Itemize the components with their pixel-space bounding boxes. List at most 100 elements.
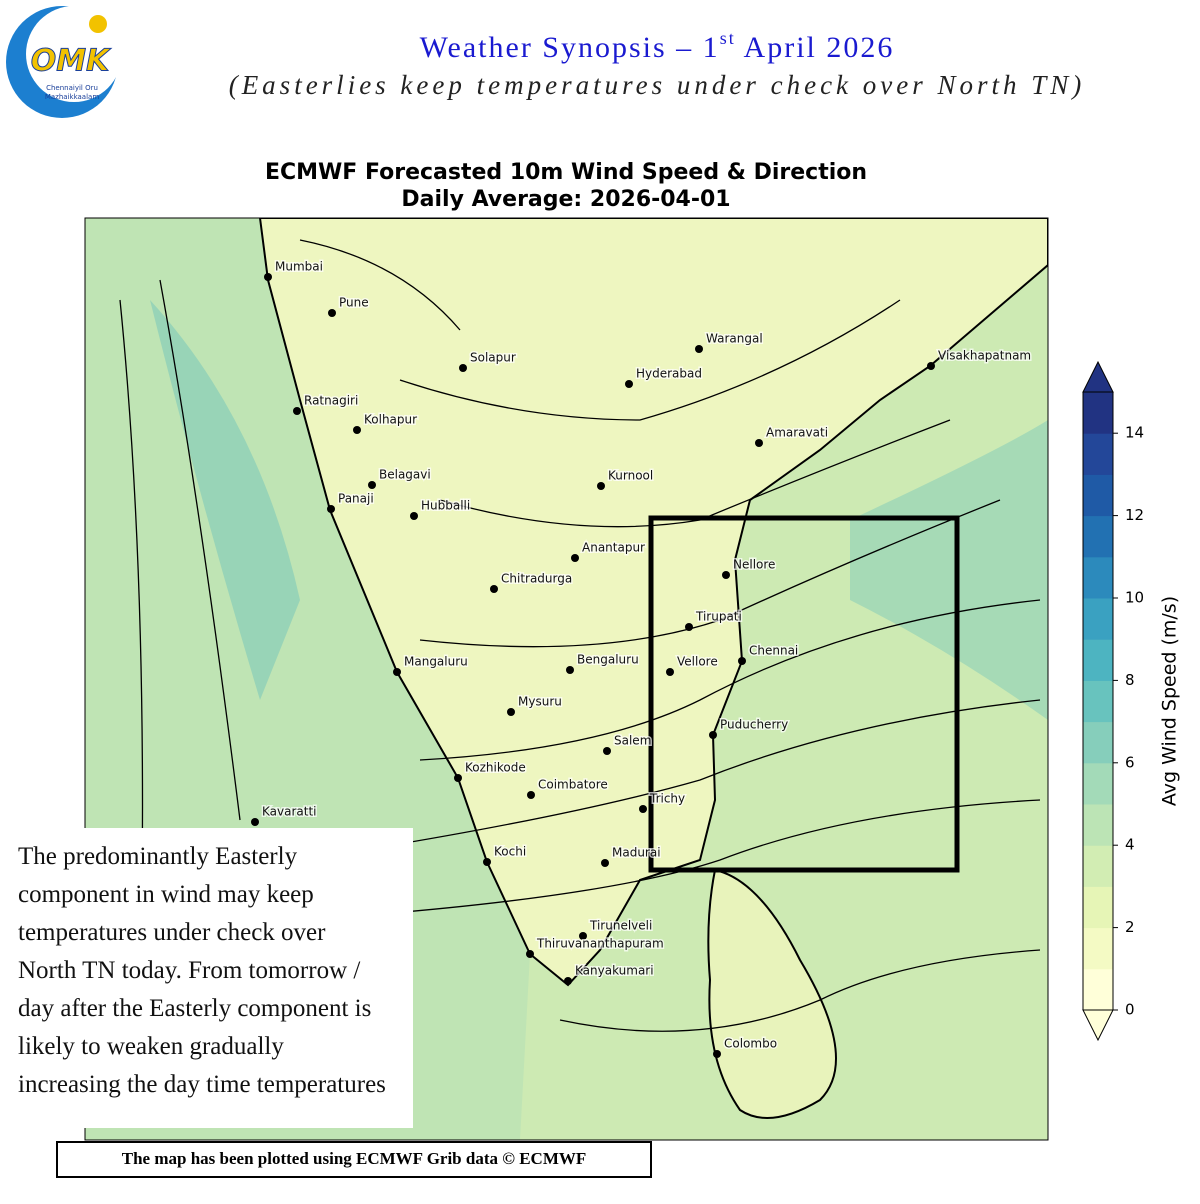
colorbar-extend-high xyxy=(1083,362,1113,392)
city-dot xyxy=(722,571,730,579)
city-label: Coimbatore xyxy=(538,778,608,792)
colorbar-tick-label: 4 xyxy=(1125,836,1135,854)
city-label: Tirupati xyxy=(695,610,742,624)
city-dot xyxy=(490,585,498,593)
colorbar-tick-label: 14 xyxy=(1125,424,1144,442)
city-label: Belagavi xyxy=(379,468,431,482)
city-dot xyxy=(526,950,534,958)
colorbar-tick-label: 0 xyxy=(1125,1001,1135,1019)
city-label: Bengaluru xyxy=(577,653,639,667)
logo: OMK Chennaiyil Oru Mazhaikkaalam xyxy=(6,6,122,118)
logo-mark: OMK xyxy=(31,44,112,79)
page-title: Weather Synopsis – 1st April 2026 xyxy=(420,28,895,64)
city-label: Warangal xyxy=(706,332,763,346)
city-label: Hyderabad xyxy=(636,367,702,381)
note: The predominantly Easterly component in … xyxy=(18,838,390,1104)
colorbar-band xyxy=(1083,845,1113,887)
city-label: Nellore xyxy=(733,558,775,572)
city-dot xyxy=(454,774,462,782)
colorbar-band xyxy=(1083,639,1113,681)
city-dot xyxy=(327,505,335,513)
city-label: Kolhapur xyxy=(364,413,417,427)
page-subtitle: (Easterlies keep temperatures under chec… xyxy=(229,70,1086,100)
city-dot xyxy=(564,977,572,985)
city-dot xyxy=(571,554,579,562)
city-label: Pune xyxy=(339,296,369,310)
city-label: Salem xyxy=(614,734,651,748)
city-dot xyxy=(738,657,746,665)
city-dot xyxy=(597,482,605,490)
colorbar-band xyxy=(1083,680,1113,722)
city-dot xyxy=(695,345,703,353)
colorbar-label: Avg Wind Speed (m/s) xyxy=(1159,596,1181,806)
colorbar-band xyxy=(1083,763,1113,805)
colorbar-band xyxy=(1083,474,1113,516)
city-label: Kurnool xyxy=(608,469,653,483)
colorbar-tick-label: 2 xyxy=(1125,918,1135,936)
colorbar-extend-low xyxy=(1083,1010,1113,1040)
city-label: Kochi xyxy=(494,845,526,859)
city-label: Colombo xyxy=(724,1037,777,1051)
colorbar-band xyxy=(1083,598,1113,640)
city-dot xyxy=(666,668,674,676)
colorbar-band xyxy=(1083,928,1113,970)
city-label: Trichy xyxy=(649,792,685,806)
colorbar-band xyxy=(1083,886,1113,928)
city-dot xyxy=(755,439,763,447)
city-label: Solapur xyxy=(470,351,516,365)
colorbar: 02468101214Avg Wind Speed (m/s) xyxy=(1083,362,1181,1040)
city-label: Hubballi xyxy=(421,499,470,513)
city-label: Kozhikode xyxy=(465,761,526,775)
city-dot xyxy=(713,1050,721,1058)
city-label: Visakhapatnam xyxy=(938,349,1031,363)
colorbar-tick-label: 6 xyxy=(1125,753,1135,771)
colorbar-tick-label: 12 xyxy=(1125,506,1144,524)
city-dot xyxy=(368,481,376,489)
title-sup: st xyxy=(720,28,736,48)
city-dot xyxy=(625,380,633,388)
logo-text: Chennaiyil Oru xyxy=(46,84,98,92)
city-dot xyxy=(927,362,935,370)
city-label: Puducherry xyxy=(720,718,788,732)
city-dot xyxy=(601,859,609,867)
colorbar-band xyxy=(1083,433,1113,475)
colorbar-band xyxy=(1083,804,1113,846)
logo-text: Mazhaikkaalam xyxy=(45,93,99,101)
city-label: Mangaluru xyxy=(404,655,468,669)
city-dot xyxy=(410,512,418,520)
city-label: Chitradurga xyxy=(501,572,572,586)
title-part: Weather Synopsis – 1 xyxy=(420,31,720,64)
city-dot xyxy=(483,858,491,866)
city-dot xyxy=(709,731,717,739)
colorbar-band xyxy=(1083,516,1113,558)
city-label: Kavaratti xyxy=(262,805,317,819)
city-label: Amaravati xyxy=(766,426,828,440)
city-dot xyxy=(293,407,301,415)
colorbar-band xyxy=(1083,722,1113,764)
city-label: Panaji xyxy=(338,492,374,506)
colorbar-band xyxy=(1083,557,1113,599)
map-subtitle: Daily Average: 2026-04-01 xyxy=(401,187,730,212)
city-label: Mysuru xyxy=(518,695,562,709)
city-dot xyxy=(685,623,693,631)
city-dot xyxy=(507,708,515,716)
colorbar-band xyxy=(1083,392,1113,434)
map-title: ECMWF Forecasted 10m Wind Speed & Direct… xyxy=(265,160,867,185)
city-label: Vellore xyxy=(677,655,718,669)
footer: The map has been plotted using ECMWF Gri… xyxy=(122,1149,587,1168)
city-label: Ratnagiri xyxy=(304,394,358,408)
city-dot xyxy=(566,666,574,674)
city-label: Kanyakumari xyxy=(575,964,654,978)
city-label: Mumbai xyxy=(275,260,323,274)
logo-sun xyxy=(89,15,107,33)
colorbar-tick-label: 8 xyxy=(1125,671,1135,689)
city-dot xyxy=(527,791,535,799)
city-label: Chennai xyxy=(749,644,798,658)
city-dot xyxy=(603,747,611,755)
city-dot xyxy=(639,805,647,813)
city-dot xyxy=(353,426,361,434)
city-dot xyxy=(264,273,272,281)
city-label: Anantapur xyxy=(582,541,645,555)
title-part: April 2026 xyxy=(736,31,895,64)
